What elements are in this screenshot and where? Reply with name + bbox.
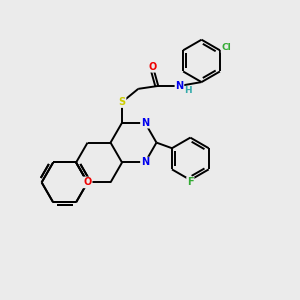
Text: N: N [176,81,184,91]
Text: O: O [149,62,157,72]
Text: N: N [141,118,149,128]
Text: F: F [187,177,194,188]
Text: S: S [118,97,126,107]
Text: H: H [184,86,192,95]
Text: Cl: Cl [221,44,231,52]
Text: N: N [141,158,149,167]
Text: O: O [83,177,92,188]
